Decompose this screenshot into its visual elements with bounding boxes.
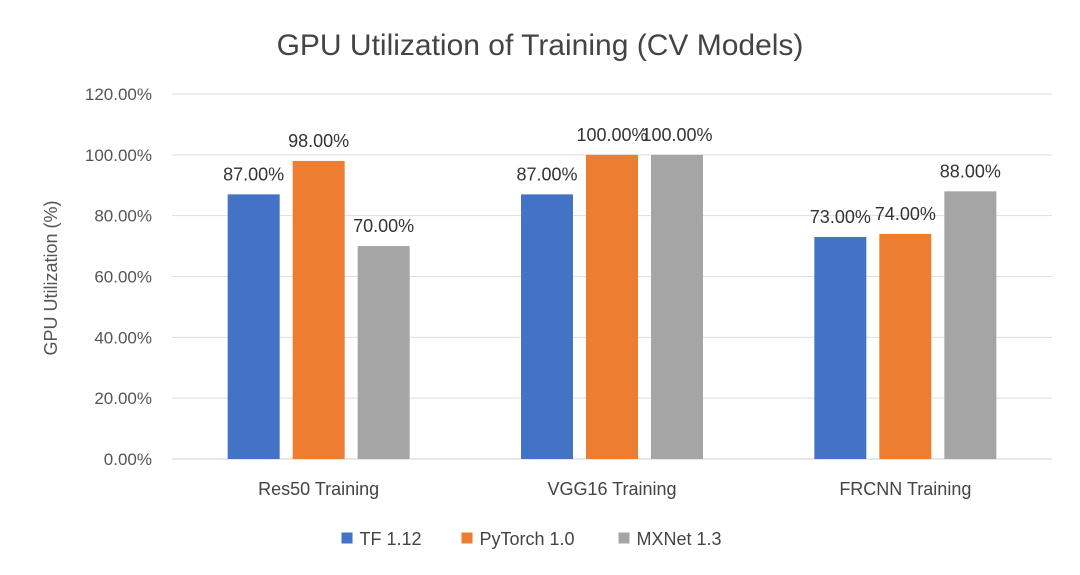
legend-label: MXNet 1.3	[637, 529, 722, 549]
y-tick-label: 40.00%	[94, 328, 152, 347]
y-tick-label: 80.00%	[94, 207, 152, 226]
y-tick-label: 60.00%	[94, 268, 152, 287]
bar-value-label: 74.00%	[875, 204, 936, 224]
legend-label: PyTorch 1.0	[480, 529, 575, 549]
bar	[814, 236, 867, 459]
x-axis-ticks: Res50 Training VGG16 Training FRCNN Traini…	[258, 479, 971, 499]
bar-value-label: 73.00%	[810, 207, 871, 227]
legend-swatch	[461, 532, 473, 544]
bar	[944, 191, 997, 460]
legend: TF 1.12 PyTorch 1.0 MXNet 1.3	[341, 529, 722, 549]
bar	[879, 233, 932, 459]
bar	[227, 194, 280, 459]
y-axis-label: GPU Utilization (%)	[41, 200, 61, 355]
bars	[227, 154, 997, 460]
bar-labels: 87.00%98.00%70.00%87.00%100.00%100.00%73…	[223, 125, 1001, 236]
y-axis-ticks: 0.00% 20.00% 40.00% 60.00% 80.00% 100.00% 120.…	[85, 85, 152, 469]
bar-value-label: 100.00%	[576, 125, 647, 145]
y-tick-label: 20.00%	[94, 389, 152, 408]
x-tick-label: Res50 Training	[258, 479, 379, 499]
y-tick-label: 120.00%	[85, 85, 152, 104]
y-tick-label: 0.00%	[104, 450, 152, 469]
bar-value-label: 100.00%	[641, 125, 712, 145]
bar-value-label: 70.00%	[353, 216, 414, 236]
bar	[292, 160, 345, 459]
bar	[651, 154, 703, 460]
legend-swatch	[341, 532, 353, 544]
bar	[586, 154, 638, 460]
bar	[521, 194, 573, 459]
bar-value-label: 98.00%	[288, 131, 349, 151]
y-tick-label: 100.00%	[85, 146, 152, 165]
x-tick-label: VGG16 Training	[547, 479, 676, 499]
legend-swatch	[618, 532, 630, 544]
bar	[357, 246, 410, 459]
x-tick-label: FRCNN Training	[839, 479, 971, 499]
chart-title: GPU Utilization of Training (CV Models)	[277, 29, 804, 62]
legend-label: TF 1.12	[360, 529, 422, 549]
bar-value-label: 87.00%	[223, 164, 284, 184]
bar-value-label: 87.00%	[516, 164, 577, 184]
bar-value-label: 88.00%	[940, 161, 1001, 181]
